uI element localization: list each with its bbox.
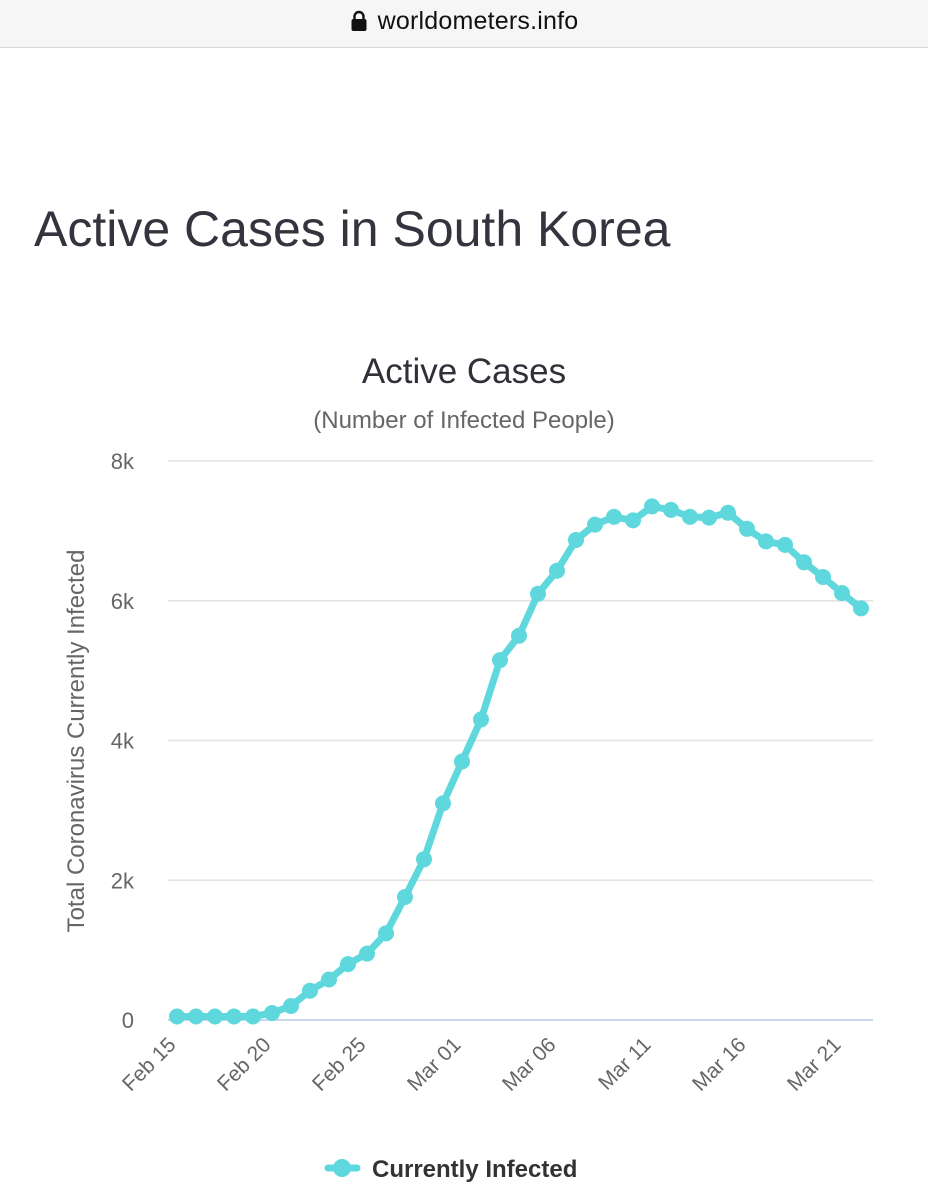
x-tick-label: Feb 25 xyxy=(308,1033,371,1096)
data-point[interactable] xyxy=(853,600,869,617)
data-point[interactable] xyxy=(321,971,337,988)
data-point[interactable] xyxy=(720,504,736,521)
data-point[interactable] xyxy=(758,533,774,550)
data-point[interactable] xyxy=(701,509,717,526)
data-point[interactable] xyxy=(264,1005,280,1021)
data-point[interactable] xyxy=(834,585,850,602)
x-tick-label: Mar 16 xyxy=(688,1033,750,1095)
page-title: Active Cases in South Korea xyxy=(34,201,671,257)
data-point[interactable] xyxy=(169,1008,185,1025)
data-point[interactable] xyxy=(625,512,641,529)
y-tick-label: 0 xyxy=(122,1008,134,1033)
chart-title: Active Cases xyxy=(362,352,566,391)
data-point[interactable] xyxy=(340,956,356,973)
y-tick-label: 2k xyxy=(111,868,135,893)
data-point[interactable] xyxy=(378,925,394,942)
x-axis-ticks: Feb 15 Feb 20 Feb 25 Mar 01 Mar 06 Mar 11 Mar … xyxy=(118,1033,846,1096)
y-tick-label: 8k xyxy=(111,449,135,474)
data-point[interactable] xyxy=(587,516,603,533)
y-axis-ticks: 0 2k 4k 6k 8k xyxy=(111,449,135,1033)
data-point[interactable] xyxy=(492,652,508,669)
data-point[interactable] xyxy=(777,536,793,553)
lock-icon xyxy=(351,10,367,31)
data-point[interactable] xyxy=(606,508,622,525)
series-currently-infected[interactable] xyxy=(169,498,869,1025)
y-axis-title: Total Coronavirus Currently Infected xyxy=(63,550,90,933)
data-point[interactable] xyxy=(473,711,489,728)
data-point[interactable] xyxy=(207,1008,223,1025)
x-tick-label: Feb 15 xyxy=(118,1033,181,1096)
data-point[interactable] xyxy=(644,498,660,515)
chart-subtitle: (Number of Infected People) xyxy=(313,407,615,434)
browser-url-bar[interactable]: worldometers.info xyxy=(0,0,928,48)
data-point[interactable] xyxy=(188,1008,204,1025)
legend-marker xyxy=(333,1159,351,1177)
data-point[interactable] xyxy=(359,945,375,962)
data-point[interactable] xyxy=(796,554,812,571)
data-point[interactable] xyxy=(682,508,698,525)
data-point[interactable] xyxy=(416,851,432,868)
x-tick-label: Mar 11 xyxy=(594,1033,655,1094)
data-point[interactable] xyxy=(511,627,527,644)
x-tick-label: Mar 06 xyxy=(498,1033,560,1095)
data-point[interactable] xyxy=(739,520,755,537)
data-point[interactable] xyxy=(549,562,565,579)
data-point[interactable] xyxy=(663,501,679,518)
data-point[interactable] xyxy=(454,753,470,770)
data-point[interactable] xyxy=(283,998,299,1014)
data-point[interactable] xyxy=(245,1008,261,1025)
data-point[interactable] xyxy=(226,1008,242,1025)
data-point[interactable] xyxy=(568,532,584,548)
y-tick-label: 4k xyxy=(111,729,135,754)
legend-label-currently-infected: Currently Infected xyxy=(372,1156,577,1183)
data-point[interactable] xyxy=(302,982,318,999)
x-tick-label: Mar 21 xyxy=(783,1033,845,1095)
x-tick-label: Feb 20 xyxy=(213,1033,276,1096)
chart-legend[interactable]: Currently Infected xyxy=(324,1156,577,1183)
url-text: worldometers.info xyxy=(377,6,579,35)
chart-gridlines xyxy=(168,460,873,1021)
y-tick-label: 6k xyxy=(111,589,135,614)
url-display[interactable]: worldometers.info xyxy=(0,0,928,42)
x-tick-label: Mar 01 xyxy=(403,1033,465,1095)
data-point[interactable] xyxy=(435,795,451,812)
data-point[interactable] xyxy=(815,569,831,585)
series-line-currently-infected xyxy=(173,502,865,1020)
data-point[interactable] xyxy=(530,585,546,602)
data-point[interactable] xyxy=(397,889,413,905)
